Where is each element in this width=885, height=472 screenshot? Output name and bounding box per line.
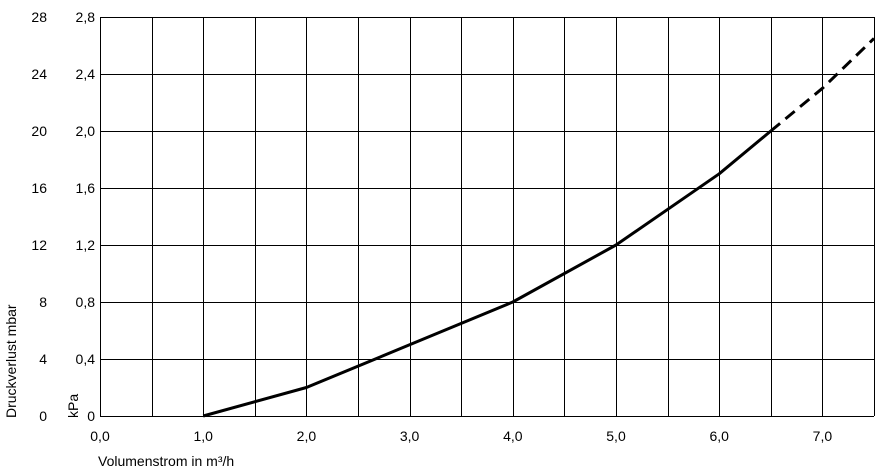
y-tick-label-mbar: 20	[31, 123, 47, 139]
y-tick-label-mbar: 16	[31, 180, 47, 196]
y-tick-label-kpa: 1,6	[76, 180, 96, 196]
y-tick-label-mbar: 28	[31, 9, 47, 25]
y-axis-kpa-ticks: 0 0,4 0,8 1,2 1,6 2,0 2,4 2,8	[76, 9, 96, 424]
y-axis-label-mbar: Druckverlust mbar	[3, 304, 19, 418]
y-tick-label-mbar: 0	[39, 408, 47, 424]
y-axis-mbar-ticks: 0 4 8 12 16 20 24 28	[31, 9, 47, 424]
x-tick-label: 3,0	[400, 428, 420, 444]
y-tick-label-kpa: 1,2	[76, 237, 96, 253]
y-tick-label-kpa: 2,8	[76, 9, 96, 25]
series-line-solid	[202, 129, 772, 418]
y-axis-label-kpa: kPa	[65, 394, 81, 418]
y-tick-label-kpa: 2,4	[76, 66, 96, 82]
x-axis-label: Volumenstrom in m³/h	[98, 453, 234, 469]
chart-series	[202, 37, 876, 418]
chart-grid	[100, 17, 875, 417]
x-tick-label: 7,0	[813, 428, 833, 444]
y-tick-label-mbar: 12	[31, 237, 47, 253]
y-tick-label-kpa: 2,0	[76, 123, 96, 139]
x-tick-label: 1,0	[193, 428, 213, 444]
series-line-dashed	[769, 37, 876, 133]
y-tick-label-mbar: 8	[39, 294, 47, 310]
y-tick-label-kpa: 0	[87, 408, 95, 424]
x-tick-label: 2,0	[297, 428, 317, 444]
x-axis-ticks: 0,0 1,0 2,0 3,0 4,0 5,0 6,0 7,0	[90, 428, 832, 444]
x-tick-label: 5,0	[606, 428, 626, 444]
x-tick-label: 0,0	[90, 428, 110, 444]
y-tick-label-kpa: 0,4	[76, 351, 96, 367]
y-tick-label-mbar: 24	[31, 66, 47, 82]
x-tick-label: 6,0	[709, 428, 729, 444]
x-tick-label: 4,0	[503, 428, 523, 444]
y-tick-label-kpa: 0,8	[76, 294, 96, 310]
y-tick-label-mbar: 4	[39, 351, 47, 367]
